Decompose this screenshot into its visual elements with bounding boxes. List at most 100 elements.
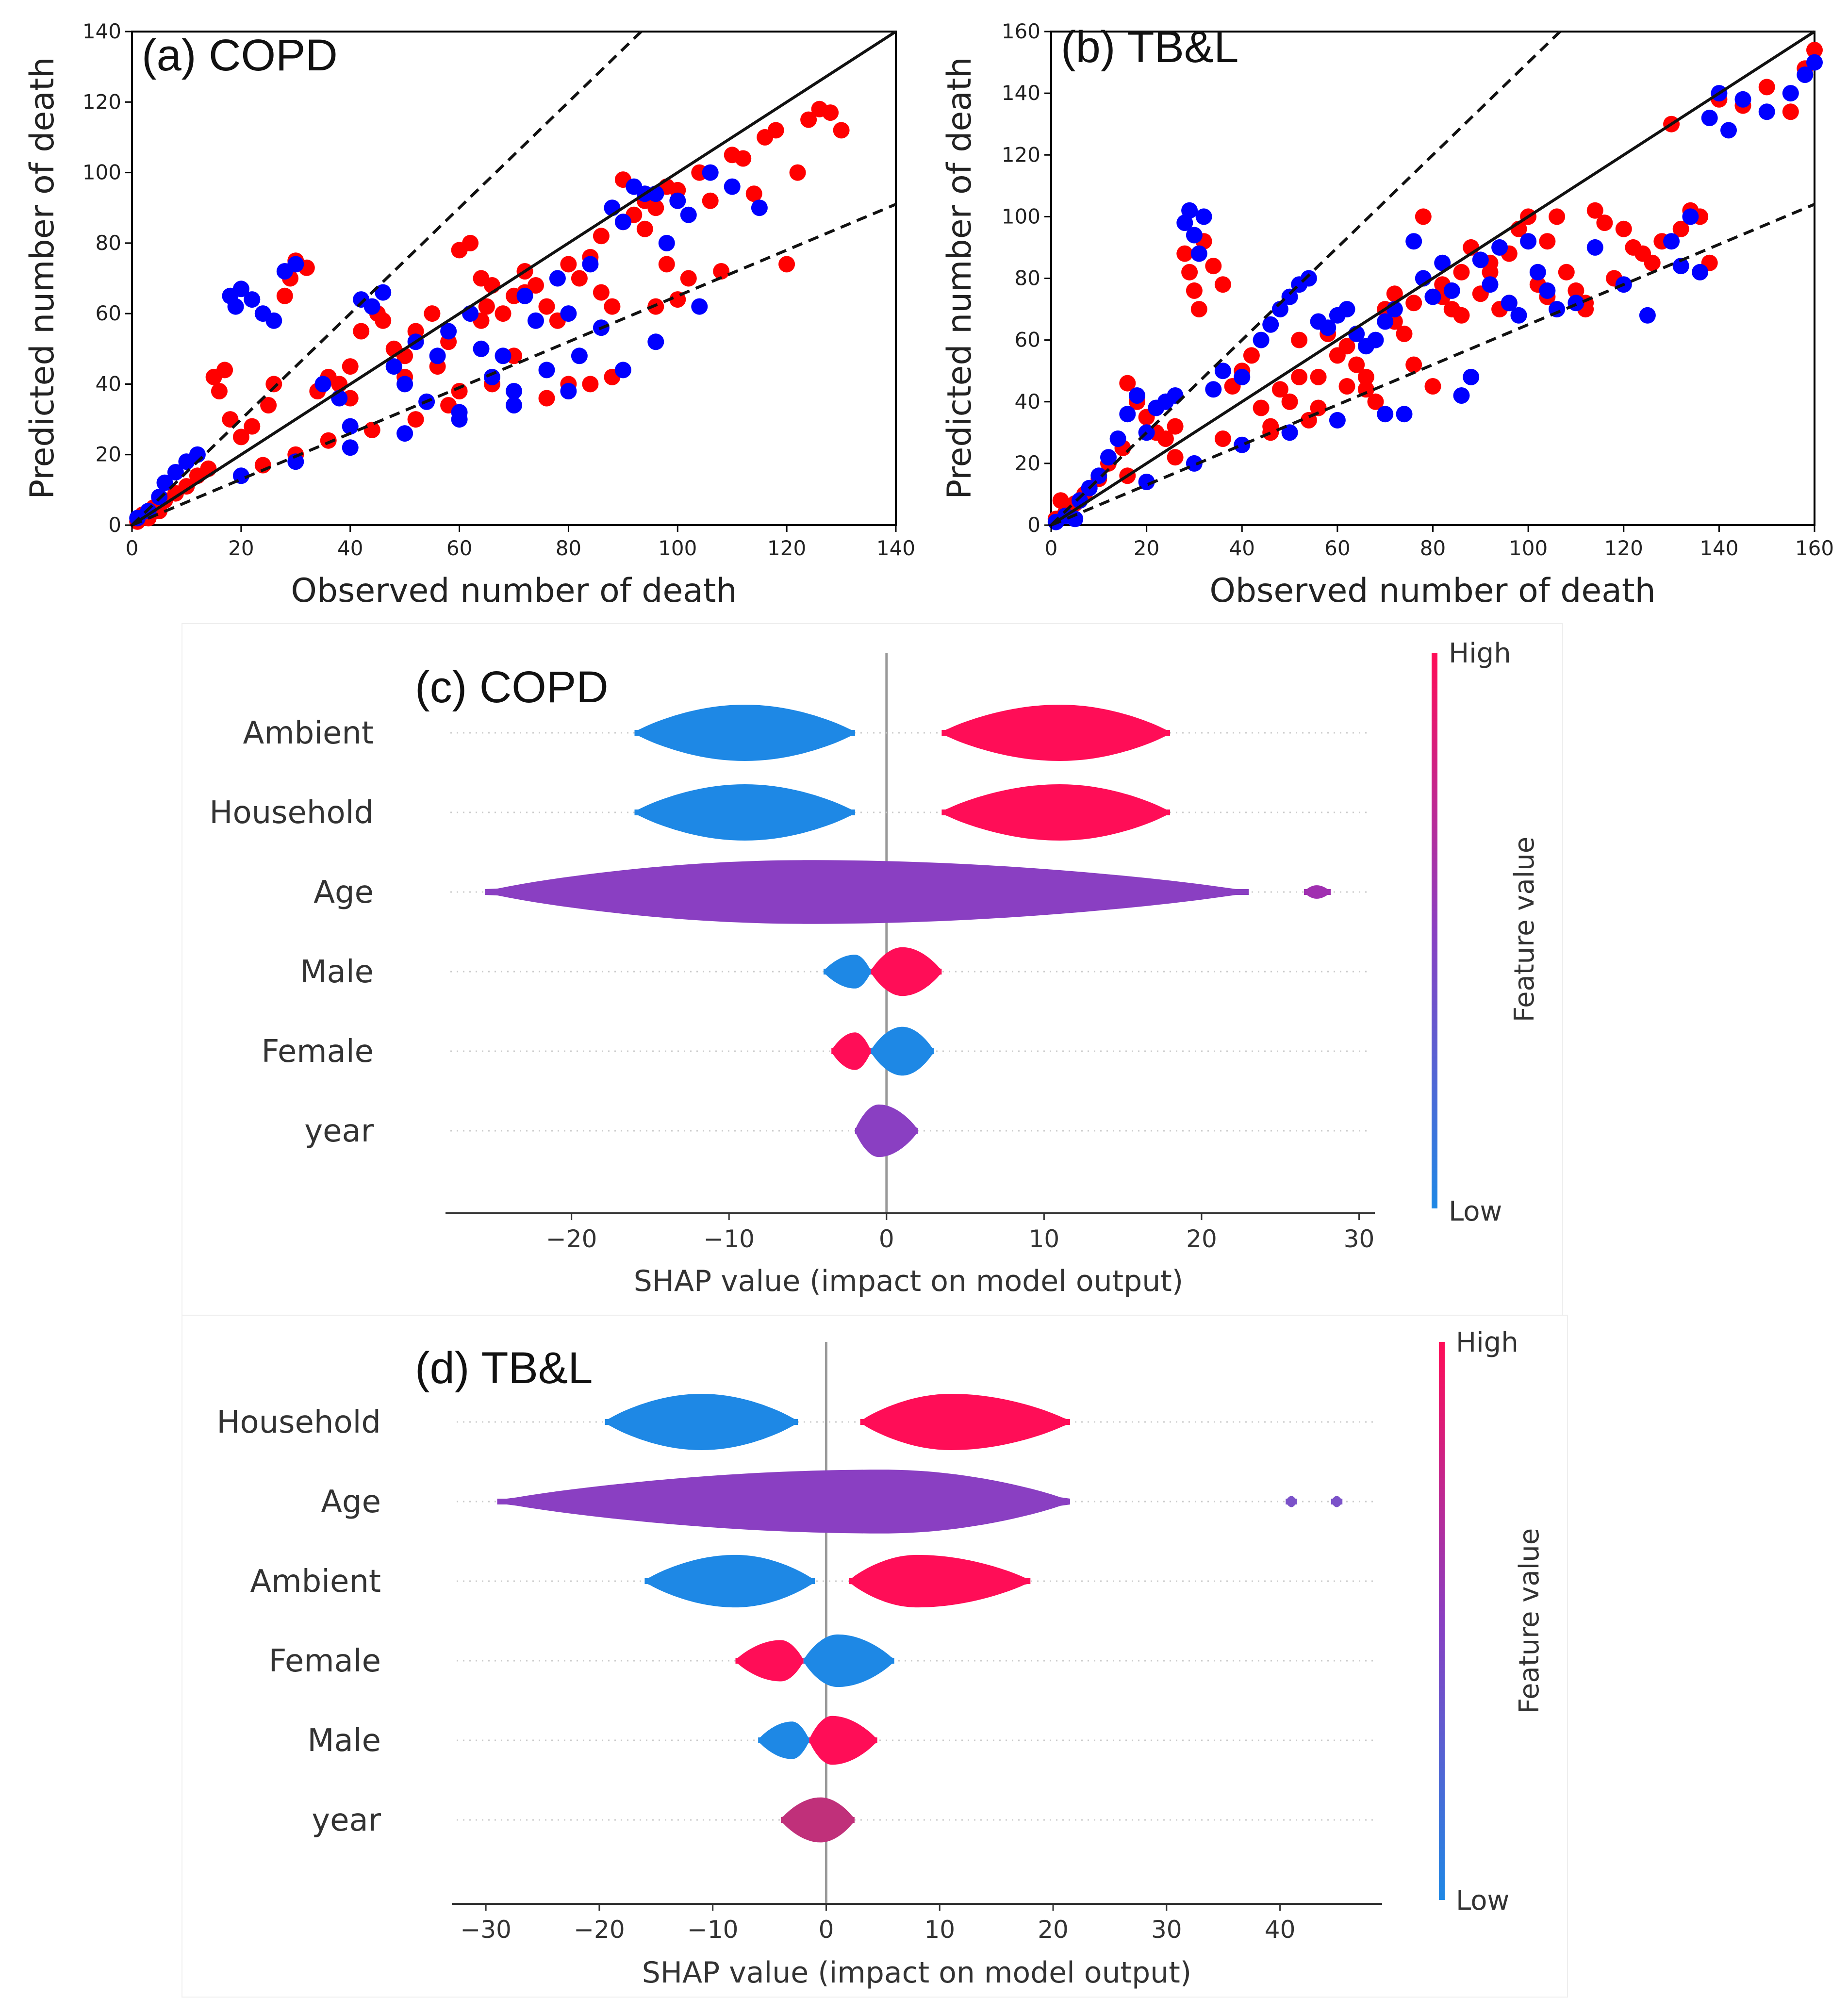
point-red — [1214, 276, 1231, 293]
point-red — [1157, 430, 1174, 447]
point-blue — [1682, 208, 1699, 225]
x-tick-label: 40 — [337, 536, 363, 560]
x-axis-title: Observed number of death — [291, 572, 737, 610]
point-red — [276, 287, 293, 304]
point-blue — [227, 298, 244, 315]
point-red — [1310, 368, 1327, 385]
point-red — [462, 234, 479, 251]
y-tick-label: 80 — [1015, 266, 1040, 290]
point-red — [1214, 430, 1231, 447]
point-blue — [691, 298, 708, 315]
point-blue — [1129, 387, 1145, 404]
point-red — [1596, 215, 1613, 231]
x-tick-label: 140 — [1700, 536, 1738, 560]
point-red — [713, 263, 730, 280]
point-blue — [363, 298, 380, 315]
point-blue — [342, 418, 359, 435]
point-red — [1806, 42, 1823, 59]
point-red — [216, 362, 233, 379]
panel-title: (d) TB&L — [415, 1343, 593, 1393]
point-red — [1424, 378, 1441, 395]
point-blue — [1329, 412, 1346, 429]
point-red — [222, 411, 239, 428]
point-blue — [560, 383, 577, 399]
x-tick-label: 20 — [1038, 1916, 1069, 1944]
violin-household — [941, 784, 1171, 841]
point-blue — [1482, 276, 1499, 293]
y-tick-label: 100 — [1002, 204, 1040, 228]
point-red — [1615, 220, 1632, 237]
x-tick-label: 140 — [876, 536, 915, 560]
reference-line-identity — [1050, 30, 1815, 527]
point-red — [451, 383, 468, 399]
x-tick-label: 100 — [658, 536, 697, 560]
violin-male — [809, 1716, 877, 1765]
point-blue — [1701, 110, 1718, 126]
point-red — [593, 228, 610, 245]
point-red — [407, 411, 424, 428]
reference-line-lower — [1050, 203, 1815, 527]
point-blue — [1453, 387, 1470, 404]
y-tick-label: 40 — [1015, 390, 1040, 413]
point-red — [1291, 368, 1308, 385]
point-blue — [1396, 406, 1413, 423]
x-tick-label: 160 — [1795, 536, 1834, 560]
violin-year — [781, 1797, 855, 1843]
point-red — [1782, 103, 1799, 120]
point-blue — [451, 411, 468, 428]
point-red — [1262, 418, 1279, 435]
point-blue — [495, 347, 512, 364]
point-blue — [1190, 245, 1207, 262]
point-red — [1405, 356, 1422, 373]
y-tick-label: 160 — [1002, 19, 1040, 43]
point-red — [735, 150, 752, 167]
point-blue — [1367, 331, 1384, 348]
point-red — [1243, 347, 1260, 364]
point-red — [1453, 307, 1470, 324]
point-blue — [724, 178, 741, 195]
point-red — [375, 312, 392, 329]
x-axis-title: SHAP value (impact on model output) — [634, 1264, 1183, 1298]
panel-title: (a) COPD — [142, 31, 338, 80]
point-blue — [506, 397, 522, 413]
y-axis-title: Predicted number of death — [23, 57, 62, 499]
colorbar — [1439, 1342, 1445, 1900]
y-tick-label: 140 — [1002, 81, 1040, 105]
point-red — [1453, 264, 1470, 281]
x-tick-label: −30 — [460, 1916, 512, 1944]
colorbar-title: Feature value — [1509, 837, 1540, 1022]
point-red — [571, 270, 588, 287]
point-red — [1367, 393, 1384, 410]
point-red — [636, 220, 653, 237]
violin-female — [871, 1026, 934, 1076]
point-blue — [265, 312, 282, 329]
violin-male — [758, 1721, 809, 1759]
point-red — [1539, 233, 1556, 250]
point-red — [1415, 208, 1432, 225]
x-tick-label: 40 — [1229, 536, 1255, 560]
violin-household — [605, 1394, 798, 1450]
point-blue — [396, 425, 413, 442]
point-red — [582, 376, 599, 393]
point-red — [604, 298, 621, 315]
point-red — [1672, 220, 1689, 237]
scatter-panel-tbl: 0 20 40 60 80 100 120 140 160 0 20 40 60 80 100 120 140 1… — [940, 19, 1834, 610]
violin-age — [497, 1470, 1071, 1534]
reference-line-lower — [131, 203, 897, 527]
point-blue — [1109, 430, 1126, 447]
point-blue — [1281, 288, 1298, 305]
point-blue — [571, 347, 588, 364]
point-blue — [1734, 91, 1751, 108]
point-red — [1405, 295, 1422, 312]
point-blue — [1672, 258, 1689, 275]
shap-panel-tbl: −30 −20 −10 0 10 20 30 40 Household Age Ambient Fe… — [182, 1315, 1568, 1998]
point-red — [1310, 399, 1327, 416]
point-blue — [1119, 406, 1136, 423]
x-tick-label: 80 — [556, 536, 581, 560]
point-red — [560, 256, 577, 273]
point-red — [789, 164, 806, 181]
point-red — [778, 256, 795, 273]
point-blue — [647, 333, 664, 350]
x-tick-label: 0 — [126, 536, 139, 560]
